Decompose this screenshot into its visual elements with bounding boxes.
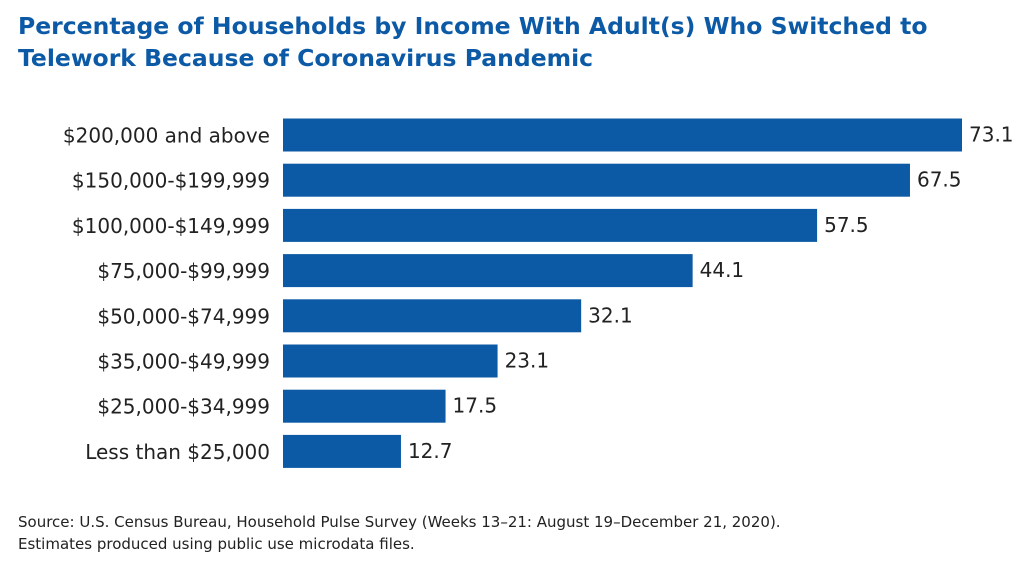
category-label: $50,000-$74,999 xyxy=(97,304,270,328)
value-label: 44.1 xyxy=(700,258,745,282)
category-label: $100,000-$149,999 xyxy=(72,214,270,238)
chart-title: Percentage of Households by Income With … xyxy=(18,12,928,72)
value-label: 57.5 xyxy=(824,213,869,237)
value-label: 12.7 xyxy=(408,439,453,463)
value-label: 32.1 xyxy=(588,303,633,327)
value-label: 17.5 xyxy=(453,394,498,418)
value-label: 73.1 xyxy=(969,123,1014,147)
category-label: $25,000-$34,999 xyxy=(97,395,270,419)
bar xyxy=(283,389,446,423)
bar xyxy=(283,434,401,468)
bar xyxy=(283,299,582,333)
category-label: $150,000-$199,999 xyxy=(72,169,270,193)
value-label: 67.5 xyxy=(917,168,962,192)
bar xyxy=(283,254,693,288)
category-label: $200,000 and above xyxy=(63,124,270,148)
category-label: $75,000-$99,999 xyxy=(97,259,270,283)
category-label: Less than $25,000 xyxy=(85,440,270,464)
source-note: Source: U.S. Census Bureau, Household Pu… xyxy=(18,513,781,531)
bar xyxy=(283,344,498,378)
bar xyxy=(283,208,818,242)
bar xyxy=(283,163,910,197)
source-note: Estimates produced using public use micr… xyxy=(18,535,415,553)
bar xyxy=(283,118,962,152)
category-label: $35,000-$49,999 xyxy=(97,350,270,374)
value-label: 23.1 xyxy=(505,349,550,373)
